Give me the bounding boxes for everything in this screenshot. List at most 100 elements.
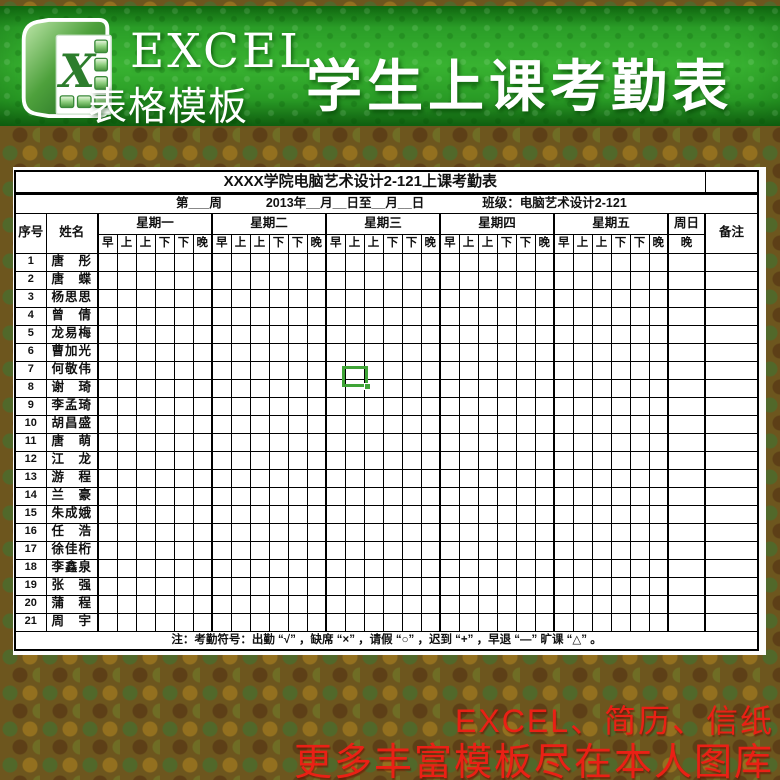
attendance-cell[interactable] — [268, 306, 289, 326]
attendance-cell[interactable] — [325, 504, 346, 524]
student-name[interactable]: 唐 萌 — [45, 432, 99, 452]
attendance-cell[interactable] — [477, 288, 498, 308]
attendance-cell[interactable] — [401, 522, 422, 542]
attendance-cell[interactable] — [230, 558, 251, 578]
attendance-cell-sunday[interactable] — [666, 486, 706, 506]
attendance-cell[interactable] — [496, 324, 517, 344]
attendance-cell[interactable] — [268, 252, 289, 272]
attendance-cell[interactable] — [363, 432, 384, 452]
attendance-cell[interactable] — [610, 522, 631, 542]
attendance-cell[interactable] — [496, 360, 517, 380]
attendance-cell[interactable] — [382, 252, 403, 272]
attendance-cell[interactable] — [135, 432, 156, 452]
attendance-cell[interactable] — [610, 270, 631, 290]
attendance-cell[interactable] — [230, 378, 251, 398]
attendance-cell[interactable] — [230, 468, 251, 488]
attendance-cell-sunday[interactable] — [666, 396, 706, 416]
attendance-cell[interactable] — [515, 450, 536, 470]
attendance-cell[interactable] — [230, 540, 251, 560]
attendance-cell[interactable] — [515, 594, 536, 614]
attendance-cell[interactable] — [534, 288, 555, 308]
student-no[interactable]: 7 — [14, 360, 47, 380]
attendance-cell[interactable] — [306, 306, 327, 326]
attendance-cell[interactable] — [230, 396, 251, 416]
attendance-cell[interactable] — [249, 288, 270, 308]
attendance-cell[interactable] — [496, 558, 517, 578]
attendance-cell[interactable] — [629, 432, 650, 452]
attendance-cell[interactable] — [610, 504, 631, 524]
attendance-cell[interactable] — [420, 396, 441, 416]
attendance-cell[interactable] — [420, 594, 441, 614]
attendance-cell[interactable] — [249, 306, 270, 326]
attendance-cell[interactable] — [496, 414, 517, 434]
attendance-cell[interactable] — [515, 522, 536, 542]
attendance-cell[interactable] — [97, 522, 118, 542]
attendance-cell[interactable] — [154, 414, 175, 434]
student-name[interactable]: 唐 蝶 — [45, 270, 99, 290]
attendance-cell[interactable] — [439, 378, 460, 398]
attendance-cell[interactable] — [401, 288, 422, 308]
attendance-cell[interactable] — [97, 306, 118, 326]
attendance-cell[interactable] — [629, 324, 650, 344]
attendance-cell[interactable] — [477, 414, 498, 434]
attendance-cell[interactable] — [515, 576, 536, 596]
attendance-cell[interactable] — [173, 576, 194, 596]
remark-cell[interactable] — [704, 432, 759, 452]
attendance-cell[interactable] — [306, 594, 327, 614]
attendance-cell[interactable] — [534, 360, 555, 380]
attendance-cell[interactable] — [382, 360, 403, 380]
attendance-cell[interactable] — [629, 522, 650, 542]
attendance-cell[interactable] — [344, 288, 365, 308]
attendance-cell[interactable] — [173, 396, 194, 416]
attendance-cell[interactable] — [439, 612, 460, 632]
attendance-cell[interactable] — [534, 252, 555, 272]
attendance-cell[interactable] — [401, 306, 422, 326]
remark-cell[interactable] — [704, 342, 759, 362]
attendance-cell[interactable] — [268, 486, 289, 506]
attendance-cell[interactable] — [648, 432, 669, 452]
attendance-cell[interactable] — [496, 306, 517, 326]
attendance-cell[interactable] — [287, 396, 308, 416]
student-name[interactable]: 李孟琦 — [45, 396, 99, 416]
attendance-cell[interactable] — [116, 306, 137, 326]
attendance-cell[interactable] — [458, 414, 479, 434]
attendance-cell[interactable] — [515, 486, 536, 506]
attendance-cell[interactable] — [344, 342, 365, 362]
attendance-cell[interactable] — [154, 324, 175, 344]
attendance-cell[interactable] — [192, 558, 213, 578]
attendance-cell[interactable] — [534, 540, 555, 560]
attendance-cell[interactable] — [420, 522, 441, 542]
attendance-cell[interactable] — [572, 432, 593, 452]
attendance-cell-sunday[interactable] — [666, 540, 706, 560]
attendance-cell[interactable] — [572, 252, 593, 272]
attendance-cell[interactable] — [629, 414, 650, 434]
attendance-cell[interactable] — [230, 342, 251, 362]
attendance-cell[interactable] — [249, 342, 270, 362]
student-name[interactable]: 江 龙 — [45, 450, 99, 470]
attendance-cell[interactable] — [135, 288, 156, 308]
attendance-cell[interactable] — [268, 504, 289, 524]
attendance-cell[interactable] — [610, 486, 631, 506]
remark-cell[interactable] — [704, 324, 759, 344]
attendance-cell[interactable] — [572, 288, 593, 308]
attendance-cell[interactable] — [553, 270, 574, 290]
attendance-cell[interactable] — [458, 432, 479, 452]
attendance-cell[interactable] — [287, 486, 308, 506]
attendance-cell[interactable] — [211, 540, 232, 560]
attendance-cell[interactable] — [173, 468, 194, 488]
attendance-cell[interactable] — [154, 342, 175, 362]
attendance-cell[interactable] — [648, 360, 669, 380]
attendance-cell[interactable] — [610, 378, 631, 398]
attendance-cell[interactable] — [154, 450, 175, 470]
attendance-cell-sunday[interactable] — [666, 324, 706, 344]
attendance-cell[interactable] — [363, 270, 384, 290]
attendance-cell[interactable] — [211, 576, 232, 596]
attendance-cell[interactable] — [401, 594, 422, 614]
attendance-cell[interactable] — [192, 288, 213, 308]
attendance-cell[interactable] — [173, 522, 194, 542]
attendance-cell[interactable] — [173, 558, 194, 578]
attendance-cell[interactable] — [496, 468, 517, 488]
attendance-cell[interactable] — [382, 540, 403, 560]
attendance-cell[interactable] — [496, 396, 517, 416]
attendance-cell[interactable] — [116, 396, 137, 416]
